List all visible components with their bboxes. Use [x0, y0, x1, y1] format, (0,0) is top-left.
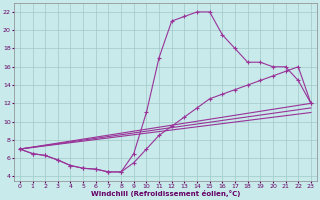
X-axis label: Windchill (Refroidissement éolien,°C): Windchill (Refroidissement éolien,°C) [91, 190, 240, 197]
